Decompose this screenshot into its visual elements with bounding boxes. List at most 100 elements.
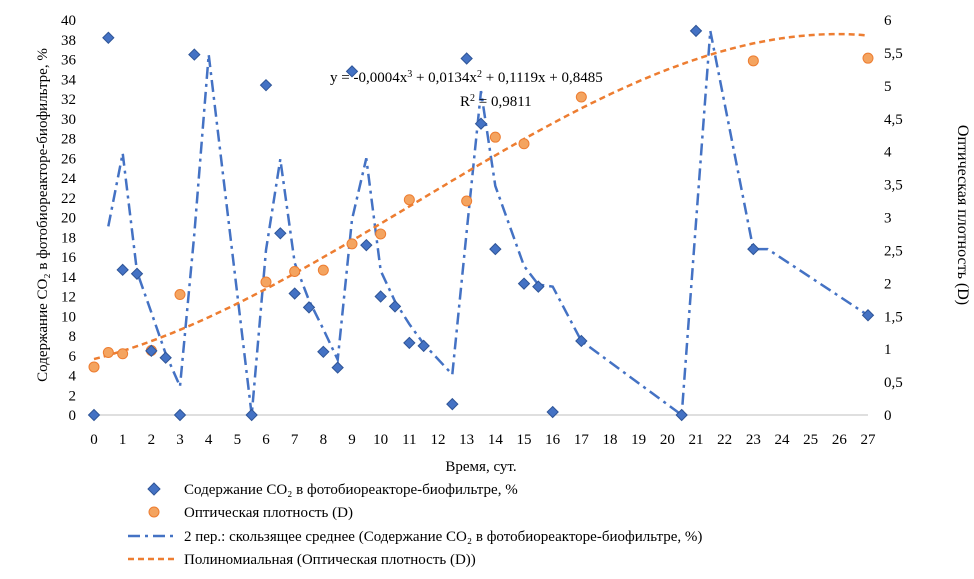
od-point (461, 195, 473, 207)
y-left-tick-label: 24 (61, 171, 77, 187)
x-tick-label: 3 (176, 432, 184, 448)
x-tick-label: 10 (373, 432, 388, 448)
co2-point (130, 267, 144, 280)
x-tick-label: 14 (488, 432, 504, 448)
y-left-tick-label: 2 (69, 388, 77, 404)
x-tick-label: 26 (832, 432, 848, 448)
y-right-tick-label: 3,5 (884, 178, 903, 194)
trendline-equation: y = -0,0004x3 + 0,0134x2 + 0,1119x + 0,8… (330, 69, 603, 87)
y-right-axis-title: Оптическая плотность (D) (954, 125, 971, 305)
moving-average-line (107, 30, 869, 418)
y-left-tick-label: 16 (61, 250, 77, 266)
x-tick-label: 20 (660, 432, 675, 448)
x-tick-label: 16 (545, 432, 561, 448)
od-point (403, 194, 415, 206)
y-left-tick-label: 14 (61, 270, 77, 286)
x-tick-label: 24 (775, 432, 791, 448)
od-point (102, 346, 114, 358)
co2-point (388, 300, 402, 313)
series-lines (93, 30, 869, 418)
co2-point (345, 65, 359, 78)
co2-point (159, 351, 172, 364)
y-left-tick-label: 36 (61, 53, 77, 69)
co2-point (331, 361, 344, 374)
x-tick-label: 21 (689, 432, 704, 448)
legend-label-moving-average: 2 пер.: скользящее среднее (Содержание C… (184, 529, 702, 545)
y-left-tick-label: 12 (61, 290, 76, 306)
x-tick-label: 19 (631, 432, 646, 448)
x-tick-label: 9 (348, 432, 356, 448)
y-left-tick-label: 30 (61, 112, 76, 128)
co2-point (245, 408, 258, 422)
od-point (862, 52, 874, 64)
y-left-tick-label: 26 (61, 151, 77, 167)
co2-point (403, 336, 416, 350)
od-point (346, 238, 358, 250)
x-tick-label: 17 (574, 432, 590, 448)
co2-point (446, 397, 459, 411)
y-right-tick-label: 6 (884, 13, 892, 29)
y-right-tick-label: 1 (884, 342, 892, 358)
y-right-tick-label: 4,5 (884, 112, 903, 128)
legend-item-od: Оптическая плотность (D) (148, 505, 353, 521)
y-left-tick-label: 34 (61, 72, 77, 88)
co2-point (675, 408, 688, 422)
x-tick-label: 15 (517, 432, 532, 448)
x-tick-label: 12 (431, 432, 446, 448)
od-point (174, 289, 186, 301)
od-point (260, 276, 272, 288)
y-right-tick-label: 4 (884, 145, 892, 161)
y-right-tick-labels: 0 0,5 1 1,5 2 2,5 3 3,5 4 4,5 5 5,5 6 (884, 13, 903, 424)
x-tick-label: 1 (119, 432, 127, 448)
od-point (489, 131, 501, 143)
y-left-tick-label: 18 (61, 230, 76, 246)
co2-point (546, 405, 559, 419)
y-right-tick-label: 5,5 (884, 46, 903, 62)
y-right-tick-label: 0,5 (884, 375, 903, 391)
co2-point (188, 48, 201, 61)
co2-point (288, 287, 301, 300)
co2-point (302, 301, 316, 314)
co2-point (460, 52, 473, 65)
legend-item-co2: Содержание CO₂ в фотобиореакторе-биофиль… (147, 482, 518, 498)
co2-point (489, 242, 502, 256)
y-left-axis-title: Содержание CO₂ в фотобиореакторе-биофиль… (35, 48, 51, 382)
co2-point (474, 117, 488, 130)
legend-label-poly-trend: Полиномиальная (Оптическая плотность (D)… (184, 552, 476, 568)
co2-point (87, 408, 101, 422)
co2-point (532, 280, 545, 293)
x-tick-label: 6 (262, 432, 270, 448)
x-tick-label: 18 (603, 432, 618, 448)
x-tick-label: 0 (90, 432, 98, 448)
y-right-tick-label: 0 (884, 408, 892, 424)
x-axis-title: Время, сут. (445, 459, 516, 475)
co2-point (274, 227, 287, 240)
series-markers (87, 24, 875, 422)
co2-point (747, 242, 760, 256)
y-right-tick-label: 3 (884, 211, 892, 227)
x-tick-label: 23 (746, 432, 761, 448)
od-point (317, 264, 329, 276)
legend-label-co2: Содержание CO₂ в фотобиореакторе-биофиль… (184, 482, 518, 498)
od-point (747, 55, 759, 67)
y-left-tick-label: 6 (69, 349, 77, 365)
x-tick-label: 25 (803, 432, 818, 448)
co2-point (317, 345, 330, 359)
co2-point (517, 277, 531, 290)
y-right-tick-label: 1,5 (884, 309, 903, 325)
y-right-tick-label: 2 (884, 276, 892, 292)
y-left-tick-label: 28 (61, 132, 76, 148)
y-left-tick-label: 38 (61, 33, 76, 49)
polynomial-trendline (93, 32, 869, 361)
co2-point (417, 339, 430, 353)
co2-point (689, 24, 703, 38)
co2-point (173, 408, 187, 422)
co2-point (116, 263, 129, 277)
x-tick-label: 27 (861, 432, 877, 448)
y-right-tick-label: 5 (884, 79, 892, 95)
x-tick-label: 13 (459, 432, 474, 448)
x-tick-label: 7 (291, 432, 299, 448)
x-tick-label: 11 (402, 432, 416, 448)
legend-label-od: Оптическая плотность (D) (184, 505, 353, 521)
